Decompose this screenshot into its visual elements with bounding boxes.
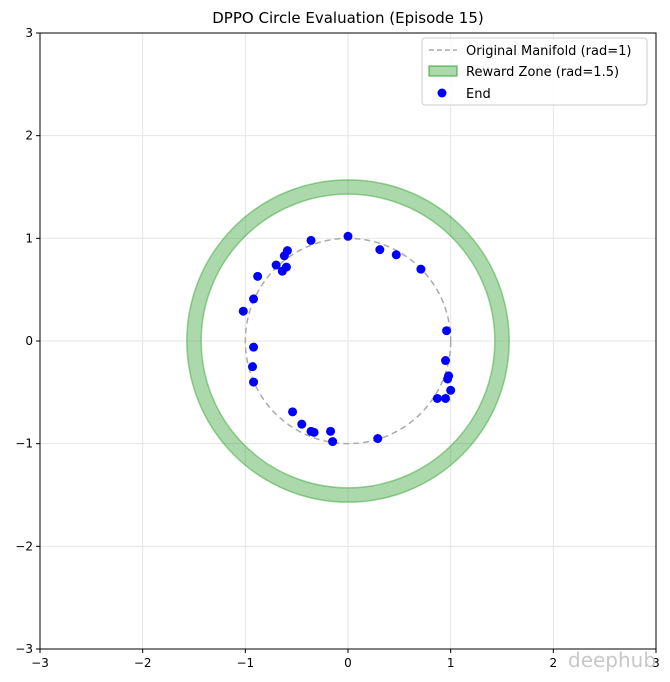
end-point-10 xyxy=(432,393,442,403)
end-point-13 xyxy=(326,426,336,436)
end-point-28 xyxy=(279,251,289,261)
end-point-22 xyxy=(249,294,259,304)
legend-end-marker xyxy=(437,88,447,98)
end-point-23 xyxy=(253,271,263,281)
x-tick-label-4: 1 xyxy=(447,656,455,670)
reward-zone xyxy=(186,179,510,503)
y-tick-label-5: 2 xyxy=(25,129,33,143)
y-tick-label-1: −2 xyxy=(15,539,33,553)
end-point-4 xyxy=(442,326,452,336)
legend: Original Manifold (rad=1) Reward Zone (r… xyxy=(421,37,648,106)
end-point-5 xyxy=(441,356,451,366)
end-point-3 xyxy=(416,264,426,274)
chart-title: DPPO Circle Evaluation (Episode 15) xyxy=(212,9,484,27)
end-point-1 xyxy=(375,245,385,255)
x-tick-label-0: −3 xyxy=(31,656,49,670)
y-tick-label-3: 0 xyxy=(25,334,33,348)
x-tick-label-1: −2 xyxy=(134,656,152,670)
x-tick-label-6: 3 xyxy=(652,656,660,670)
end-point-26 xyxy=(281,262,291,272)
watermark: deephub xyxy=(568,648,656,672)
end-point-17 xyxy=(288,407,298,417)
y-tick-label-4: 1 xyxy=(25,231,33,245)
x-tick-label-5: 2 xyxy=(550,656,558,670)
end-point-16 xyxy=(297,419,307,429)
grid-lines xyxy=(39,32,657,650)
reward-zone-inner-edge xyxy=(200,193,496,489)
end-point-29 xyxy=(306,235,316,245)
legend-box xyxy=(421,37,648,106)
end-point-7 xyxy=(443,374,453,384)
end-point-8 xyxy=(446,385,456,395)
end-point-2 xyxy=(391,250,401,260)
y-tick-label-6: 3 xyxy=(25,26,33,40)
end-point-11 xyxy=(373,434,383,444)
y-tick-label-0: −3 xyxy=(15,642,33,656)
end-point-0 xyxy=(343,231,353,241)
end-point-24 xyxy=(271,260,281,270)
y-tick-label-2: −1 xyxy=(15,437,33,451)
end-point-19 xyxy=(248,362,258,372)
legend-zone-label: Reward Zone (rad=1.5) xyxy=(466,65,619,80)
end-point-15 xyxy=(306,426,316,436)
legend-manifold-label: Original Manifold (rad=1) xyxy=(466,44,631,59)
x-tick-label-2: −1 xyxy=(236,656,254,670)
legend-end-label: End xyxy=(466,87,491,102)
end-points xyxy=(238,231,456,447)
end-point-20 xyxy=(249,342,259,352)
legend-zone-swatch xyxy=(428,65,458,77)
reward-zone-outer-edge xyxy=(186,179,510,503)
end-point-18 xyxy=(249,377,259,387)
x-tick-label-3: 0 xyxy=(344,656,352,670)
end-point-12 xyxy=(328,437,338,447)
end-point-9 xyxy=(441,393,451,403)
end-point-21 xyxy=(238,306,248,316)
axis-ticks: −3 −2 −1 0 1 2 3 −3 −2 −1 0 1 2 3 xyxy=(15,26,660,670)
